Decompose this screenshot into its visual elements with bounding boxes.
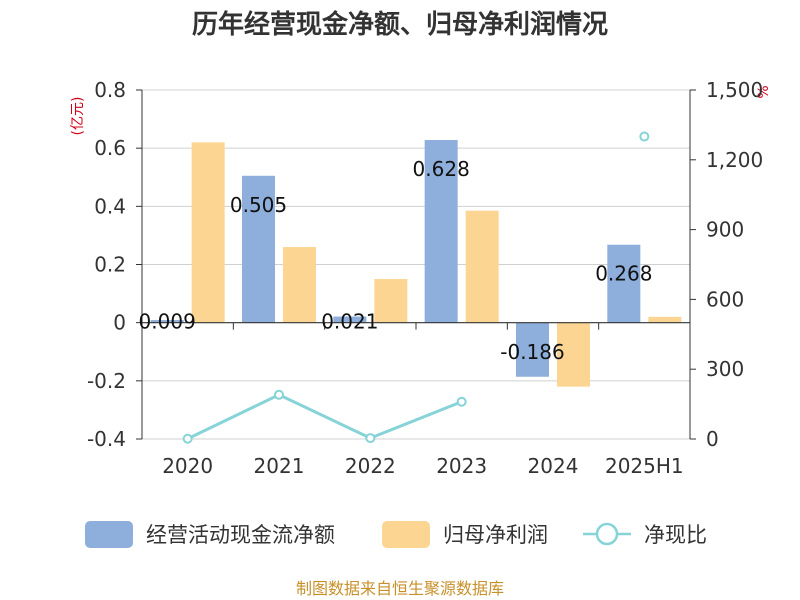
cashflow-data-label: 0.009 <box>139 310 196 334</box>
cashflow-bar <box>150 320 184 323</box>
right-tick-label: 300 <box>706 357 744 381</box>
ratio-point <box>274 389 284 400</box>
left-tick-label: -0.4 <box>87 427 126 451</box>
chart-title: 历年经营现金净额、归母净利润情况 <box>192 9 608 40</box>
grid-lines <box>142 89 690 440</box>
legend-label-ratio: 净现比 <box>644 523 707 547</box>
cashflow-bar <box>424 140 458 323</box>
ratio-point <box>182 433 193 444</box>
ratio-point <box>456 396 467 407</box>
right-axis-unit: % <box>756 85 772 98</box>
ratio-line-segment <box>187 393 463 441</box>
legend-marker-ratio <box>595 522 619 546</box>
profit-bar <box>191 142 225 323</box>
x-tick-label: 2020 <box>162 454 213 478</box>
left-tick-label: 0.8 <box>94 78 126 102</box>
ratio-point <box>365 433 376 444</box>
legend-swatch-cashflow <box>85 521 133 548</box>
left-axis-unit: (亿元) <box>70 97 86 136</box>
legend-swatch-profit <box>382 521 430 548</box>
zero-axis <box>141 322 691 330</box>
x-tick-label: 2022 <box>345 454 396 478</box>
x-tick-label: 2023 <box>436 454 487 478</box>
profit-bar <box>557 322 590 387</box>
right-tick-label: 0 <box>706 427 719 451</box>
left-tick-label: 0.4 <box>94 194 126 218</box>
cashflow-data-label: 0.021 <box>321 310 378 334</box>
cashflow-data-label: -0.186 <box>500 340 564 364</box>
left-tick-label: 0.6 <box>94 136 126 160</box>
profit-bar <box>374 279 408 323</box>
profit-bar <box>283 247 316 323</box>
x-tick-label: 2025H1 <box>605 454 684 478</box>
cashflow-data-label: 0.268 <box>595 262 652 286</box>
ratio-point <box>639 131 650 142</box>
profit-bar <box>648 316 682 323</box>
cashflow-data-label: 0.628 <box>413 157 470 181</box>
right-tick-label: 600 <box>706 287 744 311</box>
bars <box>150 140 682 387</box>
right-tick-label: 1,200 <box>706 148 763 172</box>
left-tick-label: 0.2 <box>94 253 126 277</box>
cashflow-bar <box>516 322 549 377</box>
left-tick-label: -0.2 <box>87 369 126 393</box>
profit-bar <box>465 210 499 323</box>
left-tick-label: 0 <box>113 311 126 335</box>
legend-label-cashflow: 经营活动现金流净额 <box>146 523 335 547</box>
ratio-line <box>182 131 650 444</box>
left-axis: 0.8 0.6 0.4 0.2 0 -0.2 -0.4 <box>87 78 143 451</box>
cashflow-data-label: 0.505 <box>230 193 287 217</box>
legend: 经营活动现金流净额 归母净利润 净现比 <box>85 521 707 548</box>
legend-label-profit: 归母净利润 <box>443 523 548 547</box>
x-tick-label: 2024 <box>528 454 579 478</box>
right-tick-label: 1,500 <box>706 78 763 102</box>
cashflow-bar <box>242 175 275 323</box>
source-note: 制图数据来自恒生聚源数据库 <box>296 579 504 598</box>
cashflow-bar <box>333 316 367 323</box>
right-tick-label: 900 <box>706 218 744 242</box>
right-axis: 1,500 1,200 900 600 300 0 <box>689 78 763 451</box>
cashflow-bar <box>607 244 641 323</box>
x-axis: 2020 2021 2022 2023 2024 2025H1 <box>162 454 683 478</box>
data-labels: 0.009 0.505 0.021 0.628 -0.186 0.268 <box>139 157 653 364</box>
x-tick-label: 2021 <box>254 454 305 478</box>
